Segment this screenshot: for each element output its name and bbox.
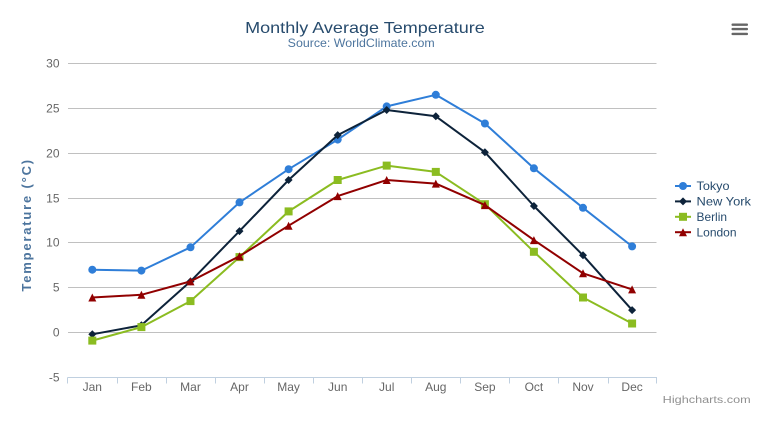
svg-text:Feb: Feb xyxy=(131,380,152,394)
svg-text:Highcharts.com: Highcharts.com xyxy=(663,395,751,406)
svg-text:10: 10 xyxy=(46,236,60,250)
svg-text:Nov: Nov xyxy=(572,380,593,394)
svg-text:Jan: Jan xyxy=(83,380,102,394)
svg-text:Temperature (°C): Temperature (°C) xyxy=(19,158,34,291)
svg-text:30: 30 xyxy=(46,57,60,71)
svg-text:Mar: Mar xyxy=(180,380,201,394)
svg-text:Apr: Apr xyxy=(230,380,249,394)
svg-text:Aug: Aug xyxy=(425,380,446,394)
svg-text:Sep: Sep xyxy=(474,380,496,394)
svg-text:Dec: Dec xyxy=(621,380,642,394)
svg-text:Jul: Jul xyxy=(379,380,394,394)
svg-text:20: 20 xyxy=(46,147,60,161)
svg-text:Source: WorldClimate.com: Source: WorldClimate.com xyxy=(288,36,435,50)
svg-text:15: 15 xyxy=(46,192,60,206)
svg-text:Oct: Oct xyxy=(525,380,544,394)
svg-text:0: 0 xyxy=(53,326,60,340)
svg-text:5: 5 xyxy=(53,281,60,295)
svg-text:Tokyo: Tokyo xyxy=(697,179,730,193)
svg-text:London: London xyxy=(697,225,737,239)
svg-text:Monthly Average Temperature: Monthly Average Temperature xyxy=(245,20,485,37)
svg-text:Berlin: Berlin xyxy=(697,210,728,224)
svg-text:New York: New York xyxy=(697,195,753,209)
svg-text:Jun: Jun xyxy=(328,380,347,394)
svg-text:-5: -5 xyxy=(49,371,60,385)
svg-text:May: May xyxy=(277,380,300,394)
svg-text:25: 25 xyxy=(46,102,60,116)
